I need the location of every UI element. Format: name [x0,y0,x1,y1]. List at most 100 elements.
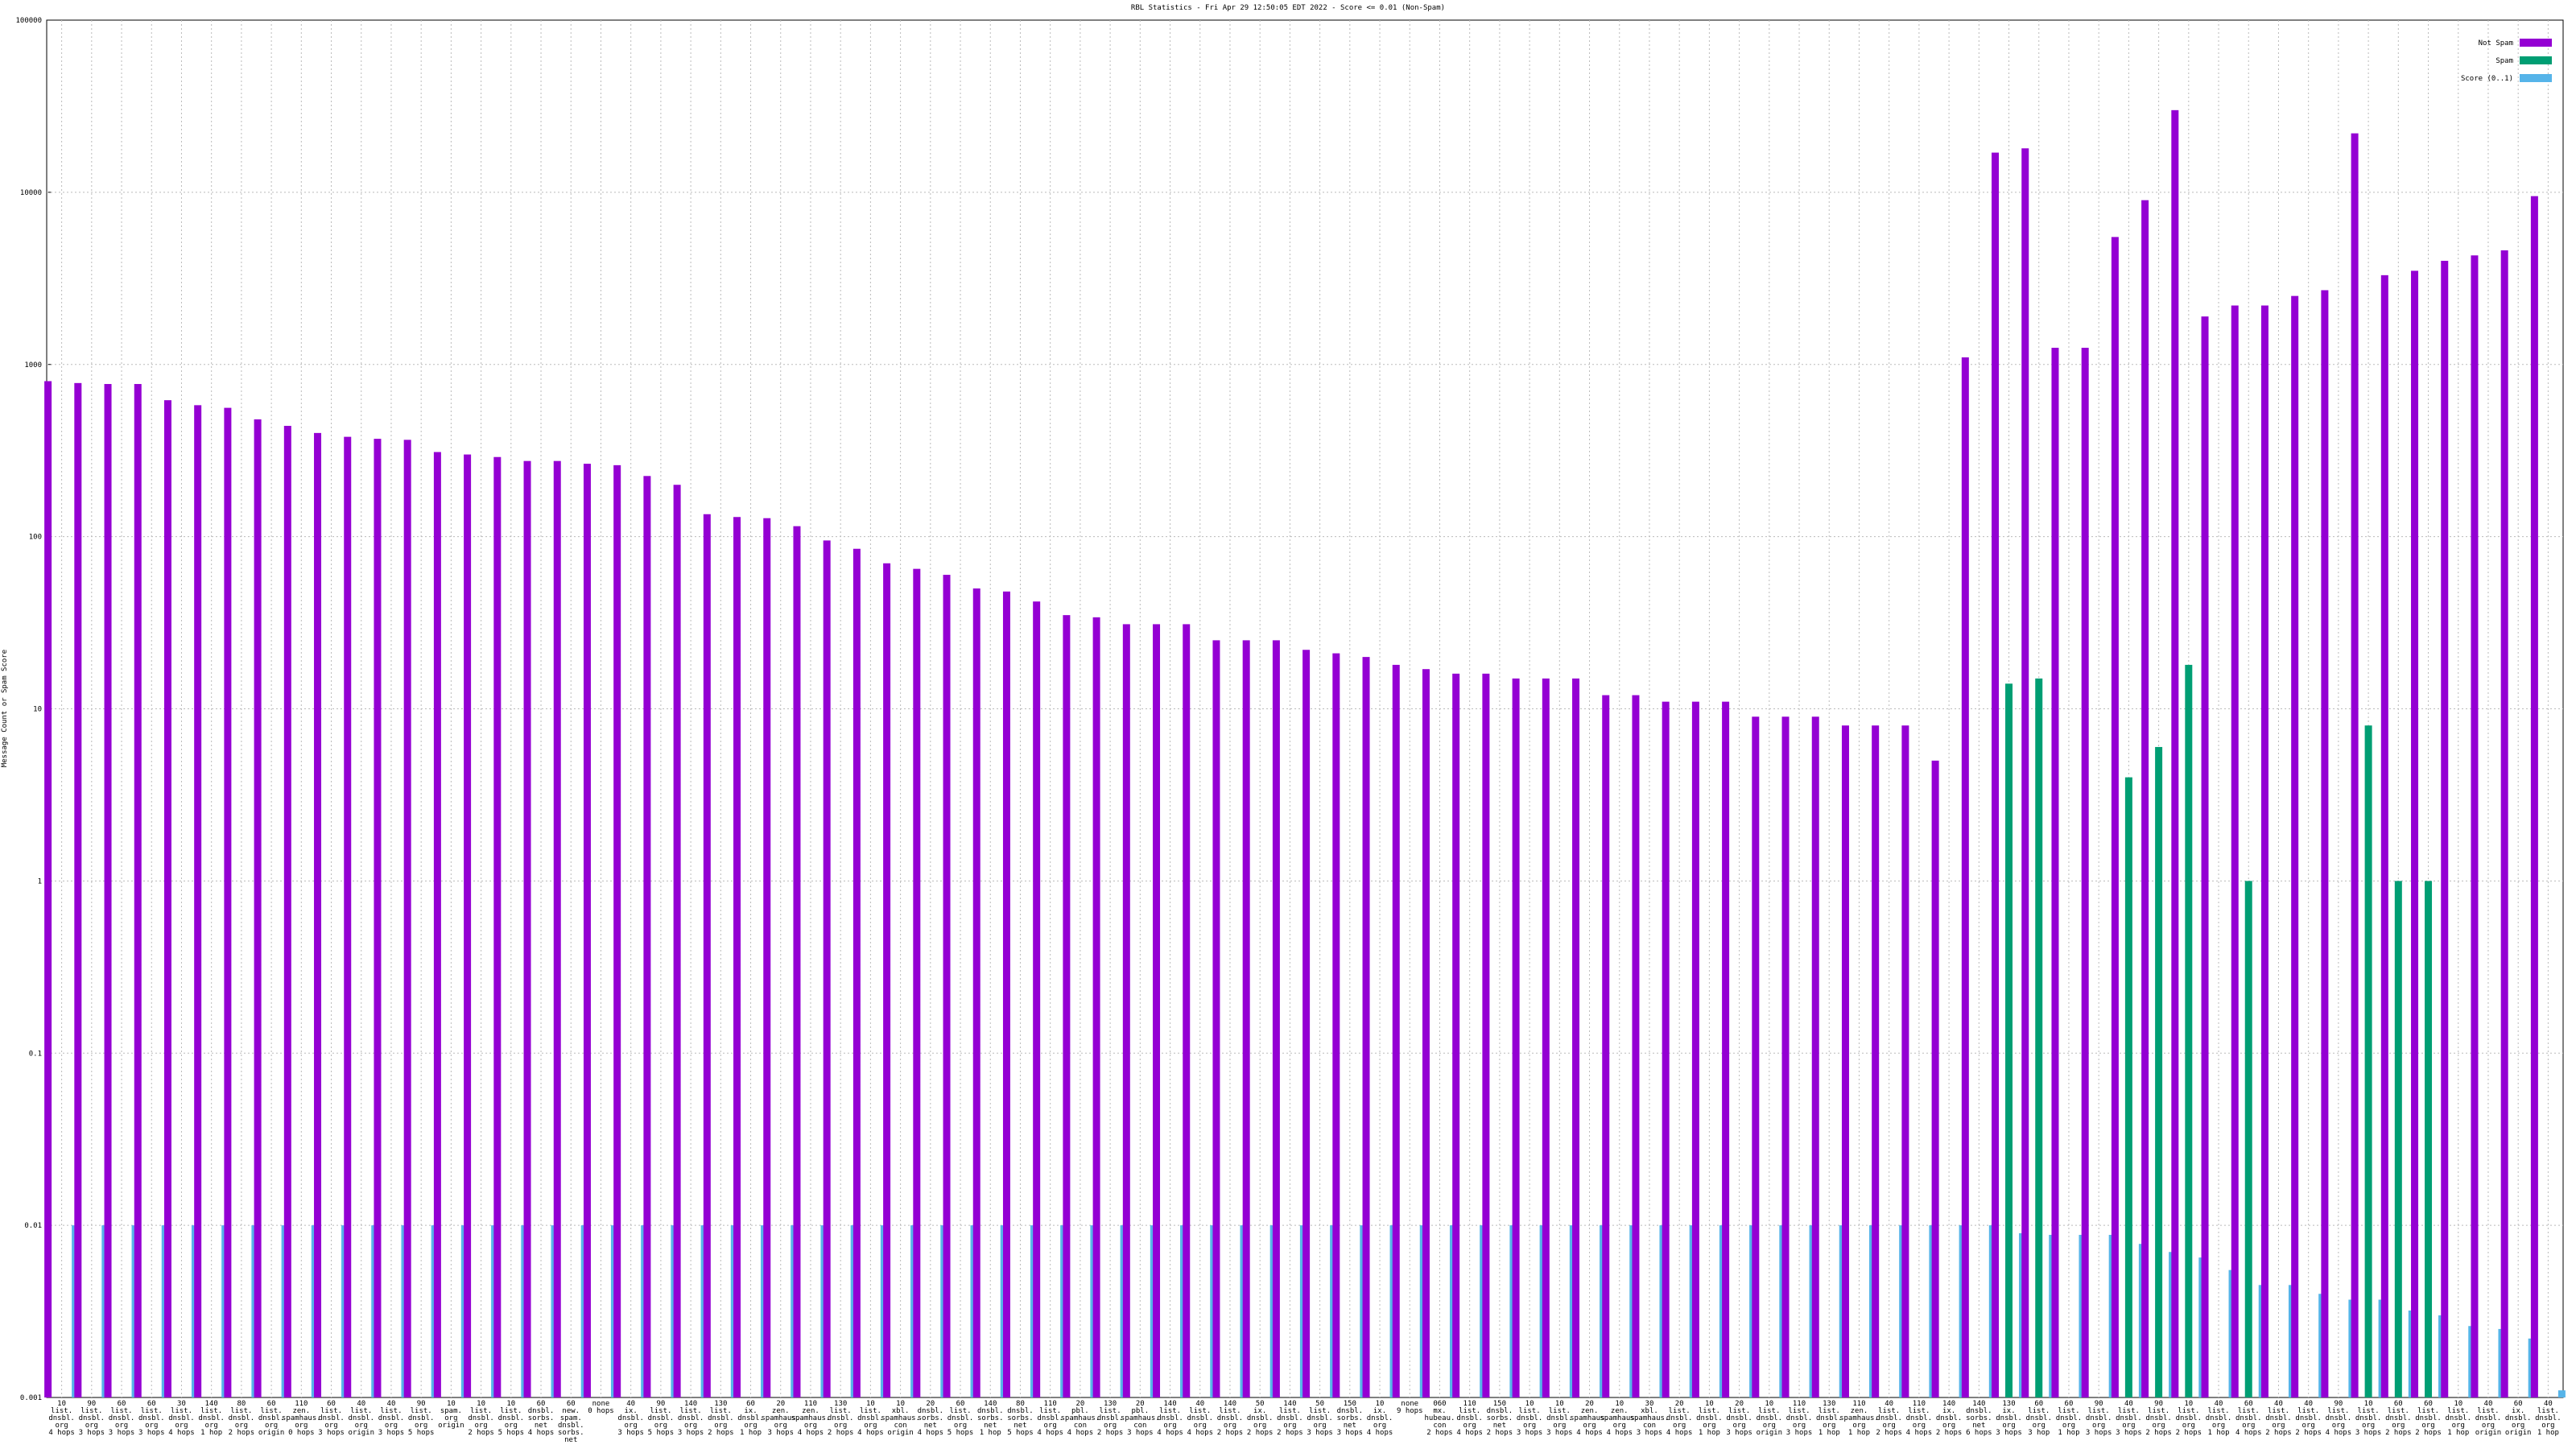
x-tick-label: 10 zen. spamhaus. org 4 hops [1600,1400,1639,1437]
bar [2171,109,2179,1397]
bar [2005,683,2013,1397]
bar [1122,624,1130,1397]
bar [1512,678,1520,1397]
x-tick-label: 20 dnsbl. sorbs. net 4 hops [918,1400,944,1437]
bar [583,464,591,1397]
x-tick-label: 10 list. dnsbl. org 1 hop [2445,1400,2471,1437]
bar [733,517,741,1397]
y-tick-label: 0.001 [20,1394,42,1402]
bar [2364,725,2372,1397]
x-tick-label: 130 ix. dnsbl. org 3 hops [1996,1400,2022,1437]
legend-label: Spam [2496,57,2513,65]
x-tick-label: 140 dnsbl. sorbs. net 6 hops [1966,1400,1992,1437]
x-tick-label: none 0 hops [588,1400,614,1415]
x-tick-label: 130 list. dnsbl. org 2 hops [828,1400,854,1437]
bar [314,432,322,1398]
bar [254,419,262,1397]
bar [2111,237,2119,1398]
bar [2231,305,2239,1397]
bar [883,563,891,1397]
bar [74,382,82,1398]
bar [2155,746,2163,1397]
x-tick-label: 90 list. dnsbl. org 2 hops [2145,1400,2172,1437]
x-tick-label: 060 mx. hubeau. con 2 hops [1424,1400,1455,1437]
x-tick-label: 20 pbl. spamhaus. con 3 hops [1121,1400,1160,1437]
bar [2260,305,2268,1397]
y-tick-label: 0.01 [24,1222,42,1230]
y-tick-label: 100 [29,534,42,542]
x-tick-label: 10 list. dnsbl. org 5 hops [498,1400,525,1437]
bar [1092,617,1100,1397]
bar [2291,295,2299,1397]
legend-label: Not Spam [2479,39,2513,47]
bar [1572,678,1580,1397]
bar [553,460,561,1397]
x-tick-label: 110 list. dnsbl. org 4 hops [1456,1400,1483,1437]
bar [2141,200,2149,1397]
bar [673,485,681,1397]
bar [1362,657,1370,1397]
x-tick-label: 10 list. dnsbl. org 3 hops [1517,1400,1543,1437]
bar [1392,664,1400,1397]
bar [44,381,52,1398]
x-tick-label: 140 list. dnsbl. org 3 hops [678,1400,704,1437]
bar [613,464,621,1397]
bar [1632,695,1640,1397]
x-tick-label: 40 list. dnsbl. org 3 hops [378,1400,405,1437]
chart-title: RBL Statistics - Fri Apr 29 12:50:05 EDT… [1131,4,1445,12]
bar [523,460,531,1397]
bar [703,514,711,1397]
x-tick-label: 60 ix. dnsbl. org 1 hop [737,1400,764,1437]
legend-swatch [2520,39,2552,47]
bar [2411,270,2419,1397]
bar [104,384,112,1397]
bar [224,407,232,1397]
x-tick-label: 40 list. dnsbl. org 1 hop [2206,1400,2232,1437]
x-tick-label: 140 list. dnsbl. org 4 hops [1157,1400,1183,1437]
x-tick-label: 50 list. dnsbl. org 3 hops [1307,1400,1333,1437]
bar [2530,196,2538,1397]
x-tick-label: 60 list. dnsbl. org 2 hops [2415,1400,2442,1437]
x-tick-label: 60 list. dnsbl. org 3 hop [2025,1400,2052,1437]
bar [1302,650,1311,1397]
bar [1002,591,1010,1397]
bar [1422,669,1430,1397]
x-tick-label: 40 list. dnsbl. org 2 hops [2265,1400,2292,1437]
x-tick-label: 30 xbl. spamhaus. con 3 hops [1630,1400,1670,1437]
x-tick-label: 110 list. dnsbl. org 4 hops [1906,1400,1933,1437]
y-tick-label: 0.1 [29,1050,42,1058]
x-tick-label: 10 spam. org origin [438,1400,464,1430]
x-tick-label: 80 list. dnsbl. org 2 hops [229,1400,255,1437]
legend-label: Score (0..1) [2461,75,2513,83]
bar [1901,725,1909,1397]
x-tick-label: 40 list. dnsbl. org 4 hops [1187,1400,1213,1437]
bar [1242,640,1250,1397]
x-tick-label: 90 list. dnsbl. org 3 hops [2086,1400,2112,1437]
bar [464,454,472,1397]
bar [2201,316,2209,1397]
bar [2351,133,2359,1397]
bar [1452,673,1460,1397]
bar [2081,348,2089,1397]
bar [1602,695,1610,1397]
x-tick-label: 40 list. dnsbl. org 2 hops [1876,1400,1902,1437]
bar [793,526,801,1397]
x-tick-label: 40 list. dnsbl. org 2 hops [2295,1400,2322,1437]
bar [1272,640,1280,1397]
x-tick-label: 140 list. dnsbl. org 2 hops [1277,1400,1303,1437]
bar [1931,760,1939,1397]
x-tick-label: 60 list. dnsbl. org 1 hop [2056,1400,2083,1437]
bar [1183,624,1191,1397]
x-tick-label: 10 list. dnsbl. org 4 hops [857,1400,884,1437]
x-tick-label: 60 new. spam. dnsbl. sorbs. net [558,1400,584,1444]
x-tick-label: 90 list. dnsbl. org 5 hops [408,1400,435,1437]
x-tick-label: 60 list. dnsbl. org 4 hops [2235,1400,2262,1437]
bar [344,436,352,1397]
y-tick-label: 100000 [15,17,42,25]
x-tick-label: 10 xbl. spamhaus. con origin [881,1400,920,1437]
x-tick-label: 150 dnsbl. sorbs. net 3 hops [1337,1400,1364,1437]
bar [433,452,441,1397]
y-tick-label: 1000 [24,361,42,369]
